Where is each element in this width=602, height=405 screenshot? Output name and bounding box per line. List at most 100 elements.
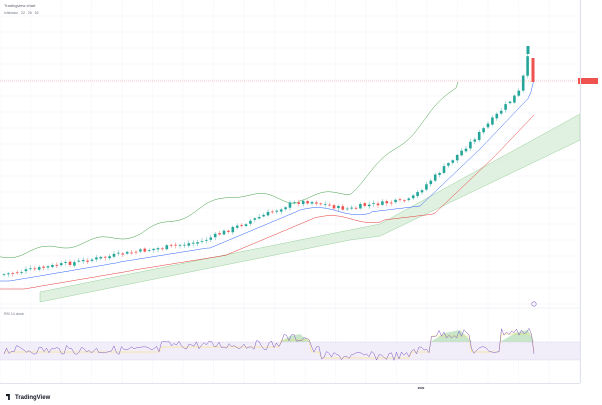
candle-body xyxy=(381,201,384,205)
candle-body xyxy=(244,224,248,226)
candle-body xyxy=(103,256,107,258)
candle-body xyxy=(513,95,516,103)
candle-body xyxy=(447,163,450,166)
candle-body xyxy=(59,263,63,266)
candle-body xyxy=(227,230,230,232)
price-chart[interactable] xyxy=(0,0,580,383)
candle-body xyxy=(319,203,323,205)
candle-body xyxy=(354,207,358,209)
candle-body xyxy=(433,174,437,181)
candle-body xyxy=(222,230,226,235)
candle-body xyxy=(341,206,345,210)
candle-body xyxy=(499,110,503,114)
candle-body xyxy=(420,190,424,193)
last-price-tag xyxy=(578,78,598,84)
rsi-line xyxy=(3,327,535,362)
candle-body xyxy=(169,244,173,246)
candle-body xyxy=(271,211,274,213)
tradingview-logo: TradingView xyxy=(6,394,50,401)
candle-body xyxy=(139,249,142,252)
candle-body xyxy=(187,243,191,246)
event-marker-icon[interactable] xyxy=(531,301,537,307)
candle-body xyxy=(469,141,472,149)
candle-body xyxy=(73,262,76,266)
candle-body xyxy=(86,260,89,262)
candle-body xyxy=(37,267,41,270)
indicator-param-2: 26 xyxy=(27,11,32,15)
candle-body xyxy=(174,244,177,246)
candle-body xyxy=(438,173,441,175)
slow-moving-average-line xyxy=(0,114,535,290)
time-axis[interactable]: 2020 xyxy=(0,383,580,392)
candle-body xyxy=(332,205,336,209)
candlesticks xyxy=(2,46,535,278)
candle-body xyxy=(403,200,406,202)
candle-body xyxy=(262,214,265,217)
candle-body xyxy=(297,202,301,204)
candle-body xyxy=(152,248,155,251)
candle-body xyxy=(531,58,535,82)
candle-body xyxy=(218,233,221,235)
candle-body xyxy=(64,262,67,263)
candle-body xyxy=(121,253,125,255)
candle-body xyxy=(293,202,296,203)
indicator-param-3: 52 xyxy=(34,11,39,15)
candle-body xyxy=(301,200,305,205)
candle-body xyxy=(425,184,428,190)
lagging-span-line xyxy=(0,81,459,259)
rsi-param-source: close xyxy=(15,312,24,316)
candle-body xyxy=(337,205,340,209)
candle-body xyxy=(275,210,279,212)
candle-body xyxy=(359,203,362,209)
candle-body xyxy=(33,268,37,270)
candle-body xyxy=(455,154,459,161)
candle-body xyxy=(200,240,204,242)
candle-body xyxy=(68,261,72,265)
candle-body xyxy=(51,265,54,268)
candle-body xyxy=(42,266,45,268)
candle-body xyxy=(257,216,261,219)
candle-body xyxy=(504,104,507,110)
candle-body xyxy=(517,90,521,96)
candle-body xyxy=(491,117,494,125)
candle-body xyxy=(46,266,50,268)
candle-body xyxy=(213,233,217,238)
candle-body xyxy=(55,264,59,266)
candle-body xyxy=(429,180,433,185)
candle-body xyxy=(183,244,186,246)
candle-body xyxy=(389,202,393,204)
time-axis-year-label: 2020 xyxy=(417,386,425,390)
candle-body xyxy=(367,204,371,207)
candle-body xyxy=(460,150,463,156)
candle-body xyxy=(473,139,477,142)
candle-body xyxy=(451,160,455,163)
candle-body xyxy=(416,192,419,197)
candle-body xyxy=(77,260,81,262)
candle-body xyxy=(310,201,314,204)
rsi-band xyxy=(0,342,580,360)
candle-body xyxy=(486,123,490,128)
candle-body xyxy=(156,248,160,250)
fast-moving-average-line xyxy=(0,79,535,282)
candle-body xyxy=(130,252,133,254)
candle-body xyxy=(372,203,375,204)
chart-header: Tradingview chart xyxy=(4,3,36,8)
candle-body xyxy=(482,128,485,133)
candle-body xyxy=(108,256,111,259)
candle-body xyxy=(29,268,32,270)
candle-body xyxy=(323,203,327,205)
candle-body xyxy=(143,248,147,252)
candle-body xyxy=(205,239,208,241)
candle-body xyxy=(235,225,239,228)
candle-body xyxy=(279,209,283,212)
candle-body xyxy=(90,259,94,261)
rsi-legend[interactable]: RSI 14 close xyxy=(4,312,24,316)
candle-body xyxy=(165,245,169,250)
indicator-legend[interactable]: Ichimoku 22 26 52 xyxy=(4,11,41,15)
rsi-param-length: 14 xyxy=(10,312,15,316)
candle-body xyxy=(288,202,292,208)
price-axis[interactable] xyxy=(580,0,602,383)
rsi-name: RSI xyxy=(4,312,10,316)
candle-body xyxy=(315,202,318,204)
candle-body xyxy=(99,256,103,259)
